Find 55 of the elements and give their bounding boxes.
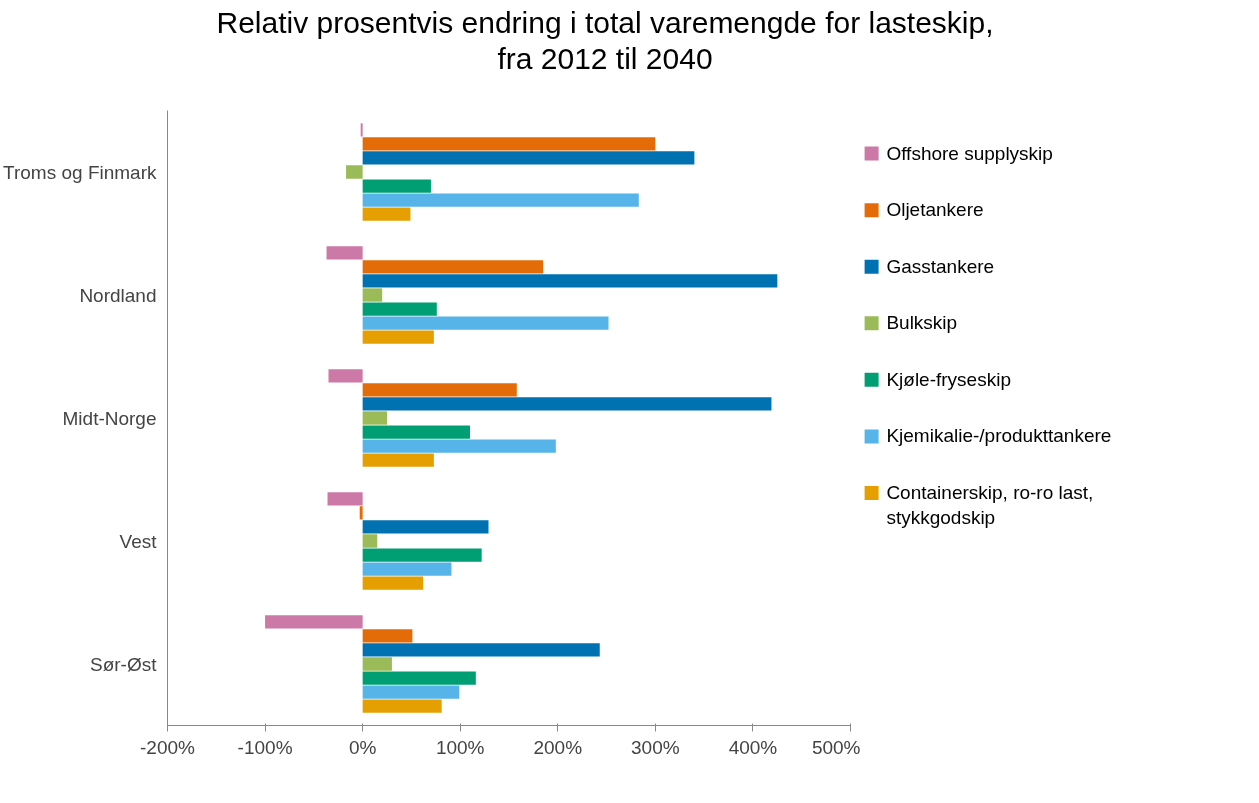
bar <box>328 369 363 383</box>
x-tick-label: -200% <box>140 736 196 758</box>
bar <box>362 288 383 302</box>
x-tick-label: 100% <box>435 736 485 758</box>
bar <box>362 411 388 425</box>
bar <box>362 453 434 467</box>
bar <box>362 383 517 397</box>
x-tick-label: 400% <box>728 736 778 758</box>
bar <box>362 425 470 439</box>
bar <box>346 165 363 179</box>
bar <box>362 671 476 685</box>
bar <box>359 506 363 520</box>
legend-label: Containerskip, ro-ro last, stykkgodskip <box>886 482 1094 529</box>
x-tick-label: 300% <box>631 736 680 758</box>
bar <box>362 439 556 453</box>
bar <box>362 685 460 699</box>
y-tick-label: Vest <box>119 530 158 552</box>
y-tick-label: Sør-Øst <box>90 653 158 675</box>
bar <box>362 520 489 534</box>
bar <box>362 534 378 548</box>
bar <box>362 151 695 165</box>
bar <box>265 615 363 629</box>
bar <box>362 316 609 330</box>
bar <box>362 562 452 576</box>
bar <box>362 260 544 274</box>
bar <box>326 246 363 260</box>
legend-label: Offshore supplyskip <box>886 142 1053 164</box>
legend-label: Kjøle-fryseskip <box>886 368 1011 390</box>
x-tick-label: 200% <box>533 736 583 758</box>
bar <box>362 274 778 288</box>
bar <box>362 657 392 671</box>
y-tick-label: Midt-Norge <box>62 407 157 429</box>
bar <box>362 699 442 713</box>
bar <box>362 643 600 657</box>
bar <box>362 302 437 316</box>
bar <box>362 179 431 193</box>
legend-label: Kjemikalie-/produkttankere <box>886 425 1112 447</box>
bar <box>362 548 482 562</box>
bar <box>362 193 639 207</box>
y-tick-label: Troms og Finmark <box>3 161 157 183</box>
x-tick-label: 500% <box>811 736 861 758</box>
legend-label: Bulkskip <box>886 312 958 334</box>
x-tick-label: 0% <box>348 736 377 758</box>
legend-label: Oljetankere <box>886 199 984 221</box>
bar <box>327 492 363 506</box>
bar <box>362 397 772 411</box>
bar <box>362 137 656 151</box>
chart-title: Relativ prosentvis endring i total varemengde for lasteskip, fra 2012 til 2040 <box>215 5 995 77</box>
bar <box>362 330 434 344</box>
y-tick-label: Nordland <box>79 284 157 306</box>
bar <box>362 207 411 221</box>
x-tick-label: -100% <box>237 736 293 758</box>
bar <box>362 629 413 643</box>
legend-label: Gasstankere <box>886 255 995 277</box>
bar <box>362 576 424 590</box>
